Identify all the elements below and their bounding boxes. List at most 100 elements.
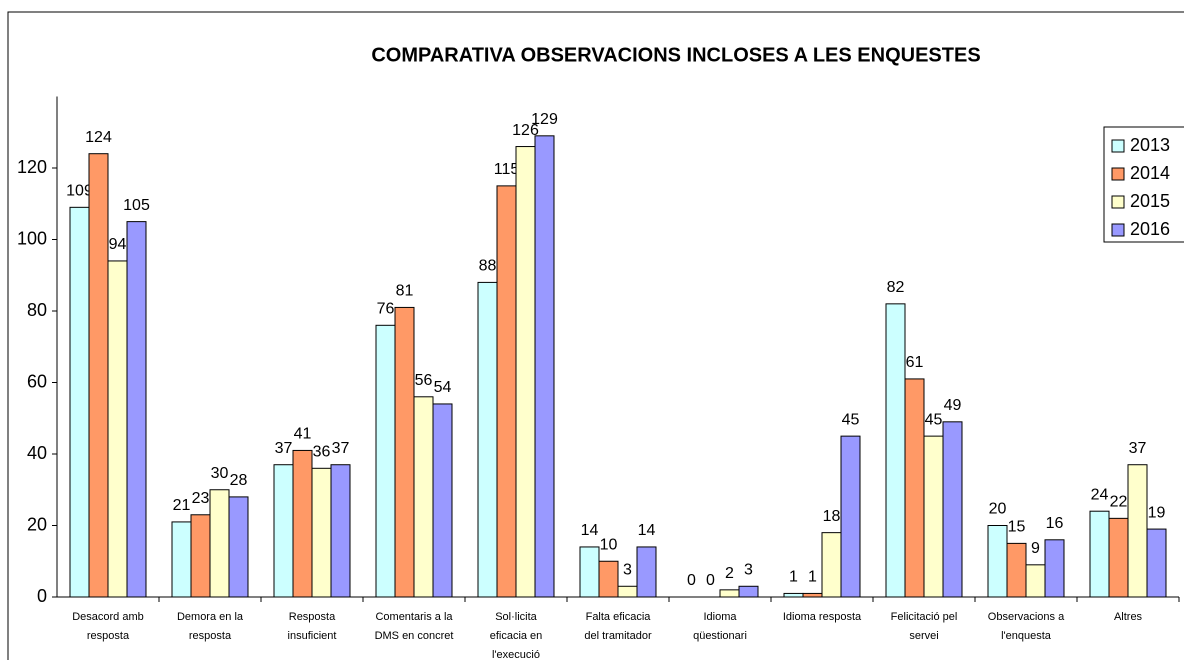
- value-label: 16: [1046, 515, 1064, 532]
- value-label: 49: [944, 397, 962, 414]
- bar: [190, 514, 211, 598]
- bar: [821, 532, 842, 598]
- bar: [228, 496, 249, 598]
- x-tick-label: Comentaris a la: [375, 611, 453, 623]
- bar: [1089, 510, 1110, 598]
- bar: [1025, 564, 1046, 598]
- value-label: 54: [434, 379, 452, 396]
- bar: [885, 303, 906, 598]
- bar: [515, 146, 536, 598]
- value-label: 30: [211, 465, 229, 482]
- y-tick-label: 0: [37, 586, 47, 606]
- bar: [311, 467, 332, 598]
- x-tick-label: eficacia en: [490, 630, 543, 642]
- bar: [1146, 528, 1167, 598]
- value-label: 88: [479, 258, 497, 275]
- value-label: 61: [906, 354, 924, 371]
- bar: [496, 185, 517, 598]
- bar: [88, 153, 109, 598]
- x-tick-label: resposta: [87, 630, 130, 642]
- value-label: 37: [332, 440, 350, 457]
- value-label: 2: [725, 565, 734, 582]
- value-label: 41: [294, 426, 312, 443]
- value-label: 10: [600, 536, 618, 553]
- x-tick-label: Demora en la: [177, 611, 244, 623]
- legend-swatch: [1111, 139, 1125, 153]
- value-label: 37: [1129, 440, 1147, 457]
- x-tick-label: Resposta: [289, 611, 336, 623]
- value-label: 37: [275, 440, 293, 457]
- legend-label: 2014: [1130, 163, 1170, 183]
- value-label: 45: [925, 411, 943, 428]
- value-label: 23: [192, 490, 210, 507]
- value-label: 0: [706, 572, 715, 589]
- bar: [840, 435, 861, 598]
- y-tick-label: 80: [27, 300, 47, 320]
- legend: 2013 2014 2015 2016: [1103, 126, 1184, 243]
- value-label: 129: [531, 111, 558, 128]
- bar: [534, 135, 555, 598]
- value-label: 3: [744, 561, 753, 578]
- value-label: 15: [1008, 519, 1026, 536]
- x-tick-label: Idioma: [703, 611, 737, 623]
- value-label: 22: [1110, 494, 1128, 511]
- bar: [413, 396, 434, 598]
- bar: [579, 546, 600, 598]
- x-tick-label: Desacord amb: [72, 611, 144, 623]
- value-label: 126: [512, 122, 539, 139]
- bar: [617, 585, 638, 598]
- x-tick-label: DMS en concret: [375, 630, 454, 642]
- value-label: 1: [789, 569, 798, 586]
- value-label: 14: [638, 522, 656, 539]
- bar: [1108, 517, 1129, 598]
- bar: [1127, 464, 1148, 598]
- value-label: 76: [377, 301, 395, 318]
- bar: [394, 306, 415, 598]
- bar: [292, 449, 313, 598]
- bar: [719, 589, 740, 598]
- x-tick-label: Sol·licita: [495, 611, 537, 623]
- value-label: 3: [623, 561, 632, 578]
- value-label: 0: [687, 572, 696, 589]
- value-label: 18: [823, 508, 841, 525]
- x-tick-label: Idioma resposta: [783, 611, 862, 623]
- x-tick-label: servei: [909, 630, 938, 642]
- legend-swatch: [1111, 195, 1125, 209]
- bar: [904, 378, 925, 598]
- bar: [1044, 539, 1065, 598]
- value-label: 20: [989, 501, 1007, 518]
- value-label: 109: [66, 183, 93, 200]
- bar: [738, 585, 759, 598]
- bar: [598, 560, 619, 598]
- y-tick-label: 120: [17, 157, 47, 177]
- bar: [477, 281, 498, 598]
- legend-label: 2013: [1130, 135, 1170, 155]
- bar: [1006, 542, 1027, 598]
- x-tick-label: resposta: [189, 630, 232, 642]
- value-label: 19: [1148, 504, 1166, 521]
- bar: [987, 525, 1008, 598]
- bar: [923, 435, 944, 598]
- x-tick-label: Falta eficacia: [586, 611, 652, 623]
- x-tick-label: l'execució: [492, 649, 540, 660]
- bar: [636, 546, 657, 598]
- bar: [783, 592, 804, 598]
- value-label: 105: [123, 197, 150, 214]
- x-tick-label: qüestionari: [693, 630, 747, 642]
- y-tick-label: 100: [17, 228, 47, 248]
- legend-swatch: [1111, 223, 1125, 237]
- value-label: 81: [396, 283, 414, 300]
- x-tick-label: Observacions a: [988, 611, 1065, 623]
- value-label: 56: [415, 372, 433, 389]
- value-label: 36: [313, 444, 331, 461]
- bar: [126, 221, 147, 598]
- y-tick-label: 40: [27, 443, 47, 463]
- value-label: 82: [887, 279, 905, 296]
- y-tick-label: 60: [27, 371, 47, 391]
- bar: [171, 521, 192, 598]
- legend-label: 2016: [1130, 219, 1170, 239]
- bar: [432, 403, 453, 598]
- bar: [273, 464, 294, 598]
- value-label: 9: [1031, 540, 1040, 557]
